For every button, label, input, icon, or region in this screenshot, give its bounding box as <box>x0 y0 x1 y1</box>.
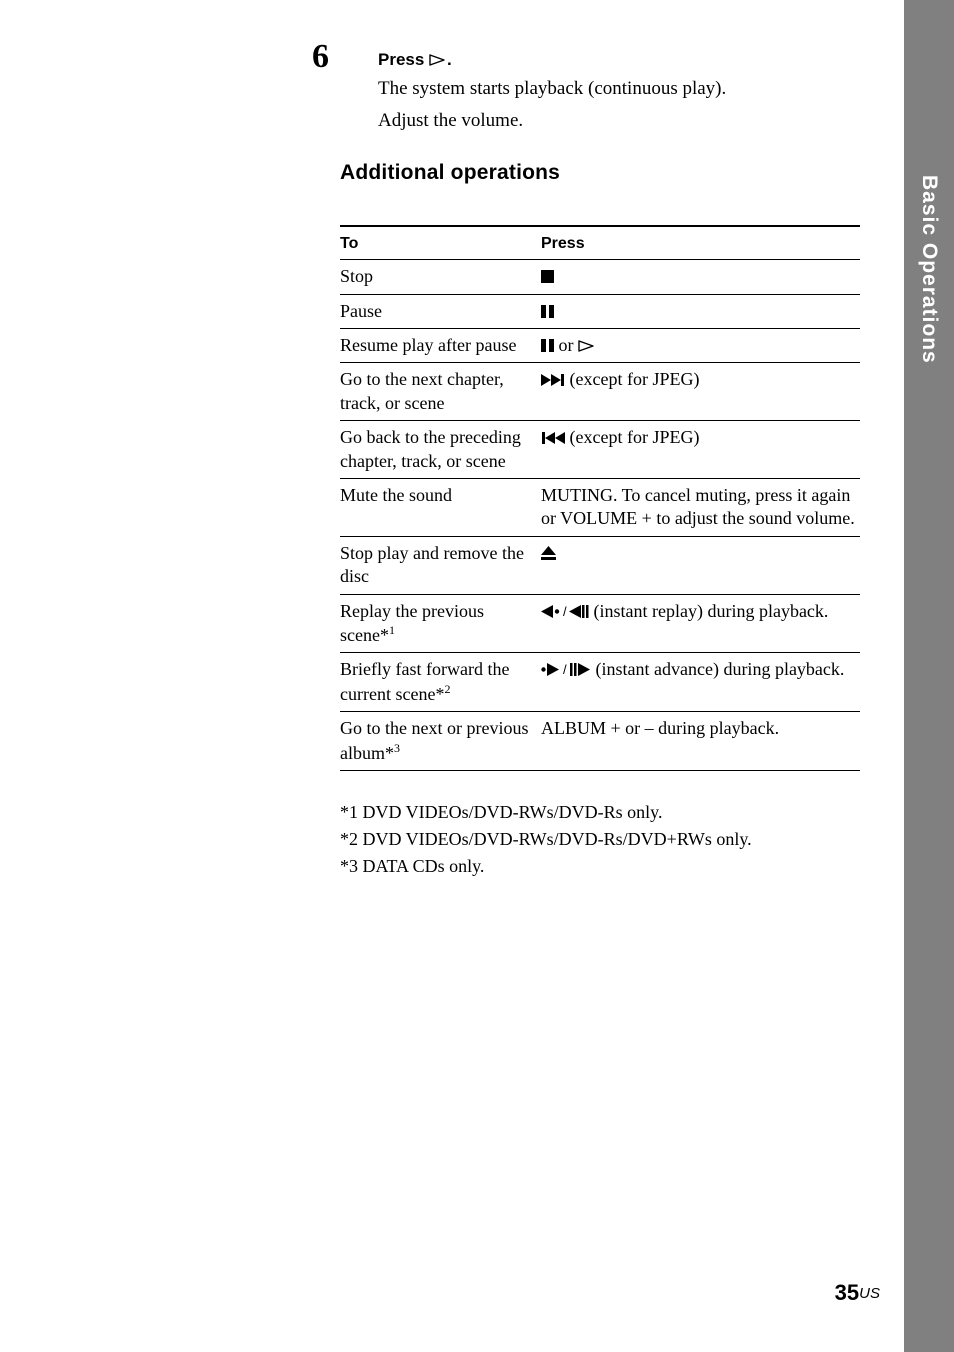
table-row: Replay the previous scene*1 / (instant r… <box>340 594 860 653</box>
step-instruction: Press . <box>378 50 860 70</box>
side-tab-label: Basic Operations <box>917 175 941 364</box>
text: Briefly fast forward the current scene* <box>340 659 509 703</box>
table-row: Pause <box>340 294 860 328</box>
step-body-2: Adjust the volume. <box>378 108 860 134</box>
text: (except for JPEG) <box>565 427 699 447</box>
sup: 2 <box>444 682 450 696</box>
operations-table: To Press Stop Pause Re <box>340 225 860 771</box>
table-row: Go to the next chapter, track, or scene … <box>340 363 860 421</box>
col-header-press: Press <box>541 226 860 260</box>
cell-press: (except for JPEG) <box>541 363 860 421</box>
cell-press: (except for JPEG) <box>541 421 860 479</box>
text: (except for JPEG) <box>565 369 699 389</box>
side-tab: Basic Operations <box>904 0 954 1352</box>
text: or <box>554 335 578 355</box>
pause-icon <box>541 339 554 352</box>
page: Basic Operations 6 Press . The system st… <box>0 0 954 1352</box>
cell-to: Stop play and remove the disc <box>340 536 541 594</box>
cell-to: Resume play after pause <box>340 329 541 363</box>
text: (instant advance) during playback. <box>591 659 844 679</box>
cell-to: Mute the sound <box>340 479 541 537</box>
svg-text:/: / <box>563 663 567 676</box>
text: Go to the next or previous album* <box>340 718 528 762</box>
content-block: 6 Press . The system starts playback (co… <box>340 38 860 880</box>
page-region: US <box>859 1285 880 1302</box>
play-outline-icon <box>578 340 596 352</box>
table-row: Go back to the preceding chapter, track,… <box>340 421 860 479</box>
cell-to: Go to the next chapter, track, or scene <box>340 363 541 421</box>
instant-advance-icon: / <box>541 663 591 676</box>
sup: 1 <box>389 623 395 637</box>
footnote-2: *2 DVD VIDEOs/DVD-RWs/DVD-Rs/DVD+RWs onl… <box>340 826 860 853</box>
table-row: Mute the sound MUTING. To cancel muting,… <box>340 479 860 537</box>
play-outline-icon <box>429 54 447 66</box>
footnote-1: *1 DVD VIDEOs/DVD-RWs/DVD-Rs only. <box>340 799 860 826</box>
svg-text:/: / <box>563 605 567 618</box>
col-header-to: To <box>340 226 541 260</box>
cell-press: MUTING. To cancel muting, press it again… <box>541 479 860 537</box>
instant-replay-icon: / <box>541 605 589 618</box>
cell-to: Pause <box>340 294 541 328</box>
eject-icon <box>541 546 556 560</box>
footnotes: *1 DVD VIDEOs/DVD-RWs/DVD-Rs only. *2 DV… <box>340 799 860 880</box>
page-number: 35US <box>835 1280 880 1306</box>
pause-icon <box>541 305 554 318</box>
next-track-icon <box>541 374 565 386</box>
table-row: Briefly fast forward the current scene*2… <box>340 653 860 712</box>
press-label: Press <box>378 50 429 69</box>
step-body-1: The system starts playback (continuous p… <box>378 76 860 102</box>
cell-to: Go back to the preceding chapter, track,… <box>340 421 541 479</box>
page-number-value: 35 <box>835 1280 859 1305</box>
cell-to: Stop <box>340 260 541 294</box>
prev-track-icon <box>541 432 565 444</box>
cell-press <box>541 536 860 594</box>
cell-press: ALBUM + or – during playback. <box>541 712 860 771</box>
table-row: Stop <box>340 260 860 294</box>
text: (instant replay) during playback. <box>589 601 828 621</box>
cell-press <box>541 260 860 294</box>
footnote-3: *3 DATA CDs only. <box>340 853 860 880</box>
sup: 3 <box>394 741 400 755</box>
cell-to: Go to the next or previous album*3 <box>340 712 541 771</box>
section-heading: Additional operations <box>340 161 860 185</box>
cell-press: / (instant replay) during playback. <box>541 594 860 653</box>
text: Replay the previous scene* <box>340 601 484 645</box>
cell-press <box>541 294 860 328</box>
table-row: Go to the next or previous album*3 ALBUM… <box>340 712 860 771</box>
table-row: Stop play and remove the disc <box>340 536 860 594</box>
step-number: 6 <box>312 38 329 76</box>
press-suffix: . <box>447 50 452 69</box>
table-row: Resume play after pause or <box>340 329 860 363</box>
cell-press: or <box>541 329 860 363</box>
cell-press: / (instant advance) during playback. <box>541 653 860 712</box>
cell-to: Briefly fast forward the current scene*2 <box>340 653 541 712</box>
cell-to: Replay the previous scene*1 <box>340 594 541 653</box>
stop-icon <box>541 270 554 283</box>
